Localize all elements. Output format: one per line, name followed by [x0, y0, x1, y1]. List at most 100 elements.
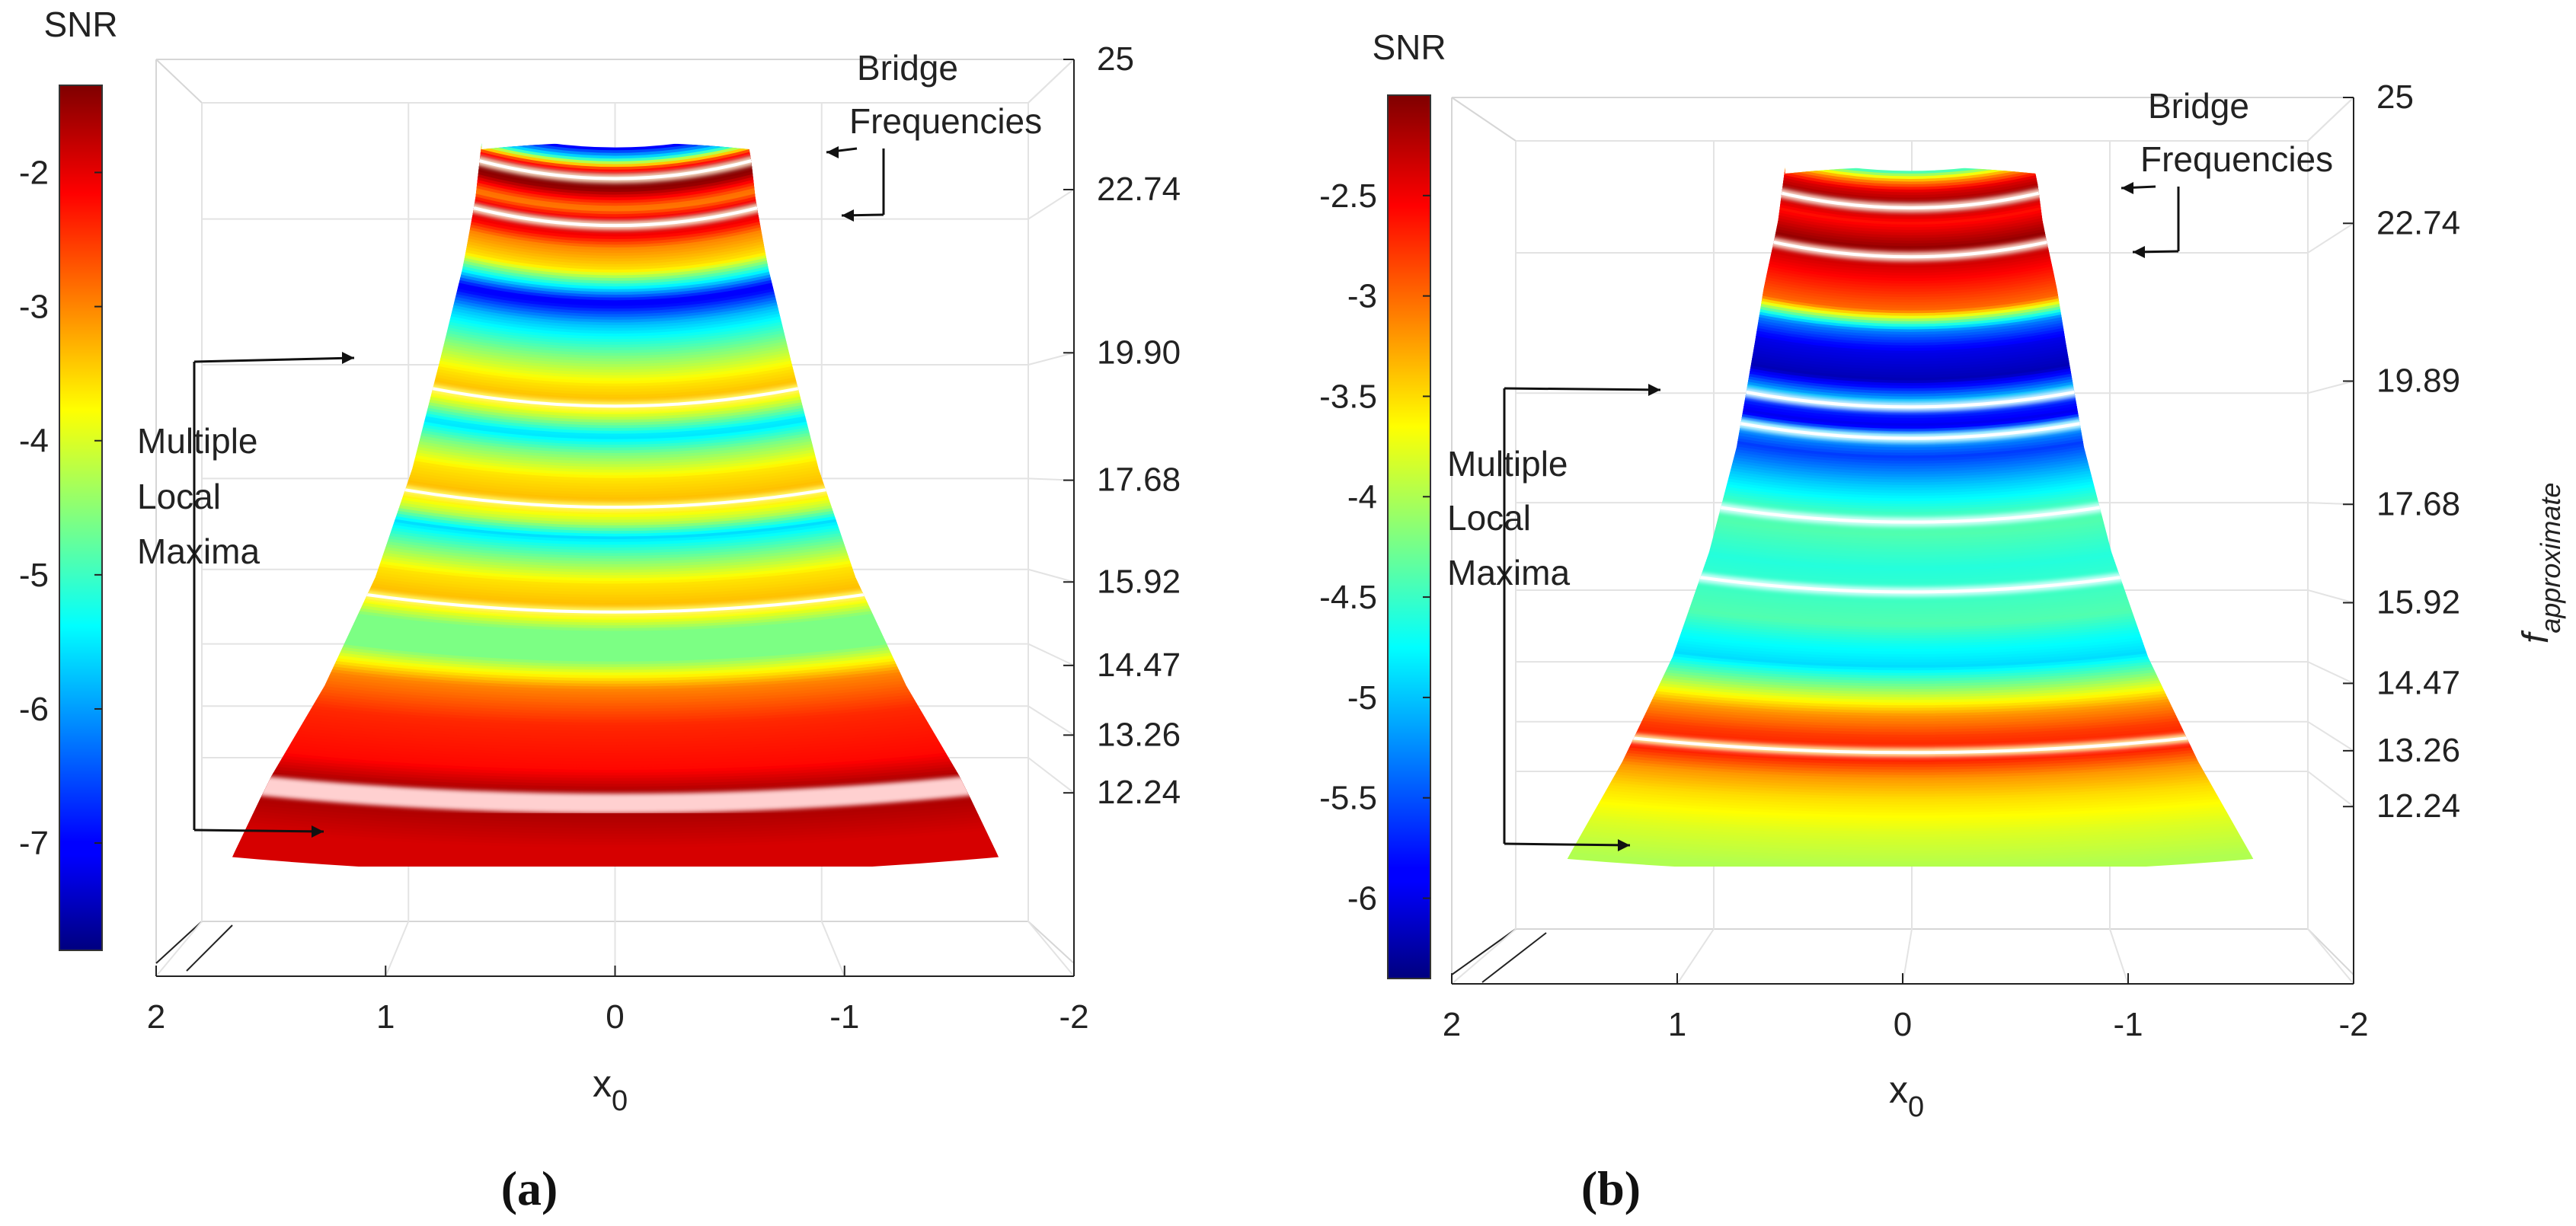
colorbar-tick-label: -3 [1347, 278, 1377, 315]
box-diag-tl [1451, 97, 1517, 142]
axes: 25 22.74 19.89 17.68 15.92 14.47 13.26 12.24 2 1 0… [1443, 78, 2566, 1123]
colorbar-tick-label: -3.5 [1319, 378, 1377, 415]
colorbar-title: SNR [1372, 27, 1446, 67]
grid-xd-1 [1676, 928, 1715, 985]
grid-xd-1 [385, 921, 410, 977]
surface-strip-259 [1563, 850, 2258, 867]
z-tick-label: 25 [2376, 78, 2414, 116]
x-axis-label: x0 [1889, 1068, 1924, 1123]
grid-zd-6 [1028, 705, 1075, 736]
annotation-bridge-line1: Bridge [2148, 86, 2249, 126]
z-tick-label: 13.26 [2376, 732, 2460, 769]
grid-zd-7 [2307, 771, 2354, 807]
z-tick-label: 12.24 [1097, 774, 1181, 811]
annotation-maxima-arrow-1 [193, 829, 324, 833]
colorbar-gradient [1387, 94, 1431, 979]
axes: 25 22.74 19.90 17.68 15.92 14.47 13.26 12.24 2 1 0… [147, 40, 1181, 1117]
grid-zd-4 [1028, 568, 1075, 583]
z-tick-label: 17.68 [1097, 461, 1181, 499]
x-axis-label-main: x [1889, 1068, 1908, 1111]
peak-ridge-1 [1756, 236, 2065, 259]
annotation-bridge-line1: Bridge [857, 48, 958, 88]
z-tick-label: 15.92 [2376, 583, 2460, 621]
grid-zd-0 [2307, 97, 2354, 142]
annotation-maxima-line2: Local [137, 477, 221, 516]
box-diag-bl [155, 921, 203, 964]
colorbar-tick-label: -5.5 [1319, 780, 1377, 817]
annotation-maxima-line2: Local [1447, 498, 1531, 538]
grid-xd-3 [2109, 928, 2129, 985]
peak-ridge-2 [1729, 387, 2092, 409]
peak-ridge-0 [462, 155, 769, 180]
panel-label-b: (b) [1581, 1161, 1641, 1215]
annotation-maxima-arrowhead-1 [1618, 839, 1630, 851]
colorbar-tick-label: -6 [1347, 880, 1377, 918]
annotation-maxima-line1: Multiple [137, 421, 258, 461]
annotation-maxima-line1: Multiple [1447, 444, 1568, 484]
peak-ridge-1 [455, 202, 775, 228]
box-diag-bl [1451, 928, 1517, 975]
peak-band-wide [244, 774, 987, 814]
x-tick-label: -2 [2338, 1006, 2368, 1043]
colorbar-tick-label: -6 [19, 691, 49, 728]
annotation-bridge-arrowhead-0 [2121, 182, 2133, 194]
colorbar-tick-label: -4 [1347, 478, 1377, 516]
annotation-maxima-arrow-0 [1504, 387, 1661, 391]
annotations: Bridge Frequencies Multiple Local Maxima [1447, 86, 2333, 851]
grid-zd-2 [2307, 380, 2354, 394]
grid-zd-7 [1028, 757, 1075, 793]
panel-label-a: (a) [501, 1161, 558, 1215]
box-diag-br [2307, 928, 2354, 975]
grid-zd-2 [1028, 352, 1075, 366]
z-tick-label: 13.26 [1097, 716, 1181, 753]
z-tick-label: 22.74 [1097, 171, 1181, 208]
x-tick-label: 2 [1443, 1006, 1461, 1043]
y-axis-label-sub: approximate [2535, 483, 2566, 634]
grid-zd-5 [2307, 661, 2354, 685]
grid-xd-3 [820, 921, 845, 977]
panel-b: 25 22.74 19.89 17.68 15.92 14.47 13.26 12.24 2 1 0… [1319, 27, 2566, 1123]
grid-xd-0 [155, 921, 203, 977]
z-tick-label: 25 [1097, 40, 1134, 78]
x-axis-label-main: x [593, 1062, 612, 1105]
x-tick-label: 0 [1894, 1006, 1912, 1043]
x-tick-label: -1 [829, 998, 859, 1036]
peak-ridge-0 [1765, 187, 2056, 210]
annotation-bridge-arrowhead-1 [2133, 246, 2145, 258]
box-diag-bl2 [1481, 932, 1547, 983]
x-axis-label-sub: 0 [1908, 1091, 1924, 1123]
peak-ridge-4 [346, 590, 885, 614]
colorbar-tick-label: -4 [19, 423, 49, 460]
grid-xd-0 [1451, 928, 1517, 985]
x-tick-label: 2 [147, 998, 165, 1036]
annotation-maxima-arrow-0 [193, 356, 355, 363]
annotation-maxima-line3: Maxima [137, 532, 260, 571]
colorbar-tick-label: -3 [19, 289, 49, 326]
surface [227, 142, 1004, 867]
colorbar-tick-label: -5 [19, 557, 49, 594]
box-diag-br [1028, 921, 1075, 964]
box-diag-bl2 [186, 924, 233, 972]
peak-ridge-6 [1613, 734, 2207, 755]
annotation-bridge-line2: Frequencies [2140, 139, 2333, 179]
x-tick-label: -1 [2113, 1006, 2143, 1043]
annotation-bridge-arrowhead-1 [842, 209, 854, 222]
x-tick-label: 1 [1668, 1006, 1686, 1043]
y-axis-label: fapproximate [2516, 483, 2566, 643]
surface-strip-259 [227, 848, 1004, 867]
x-tick-label: -2 [1059, 998, 1088, 1036]
colorbar-tick-label: -2 [19, 154, 49, 191]
peak-ridge-4 [1702, 503, 2118, 524]
annotation-maxima-arrowhead-0 [1648, 384, 1660, 396]
annotations: Bridge Frequencies Multiple Local Maxima [137, 48, 1042, 838]
z-tick-label: 19.90 [1097, 334, 1181, 371]
x-axis-label: x0 [593, 1062, 628, 1117]
grid-zd-4 [2307, 589, 2354, 604]
peak-ridge-5 [1681, 573, 2140, 594]
peak-ridge-3 [1723, 419, 2098, 440]
grid-zd-1 [1028, 189, 1075, 220]
z-tick-label: 14.47 [2376, 664, 2460, 701]
grid-xd-2 [1902, 928, 1913, 985]
grid-zd-0 [1028, 59, 1075, 104]
